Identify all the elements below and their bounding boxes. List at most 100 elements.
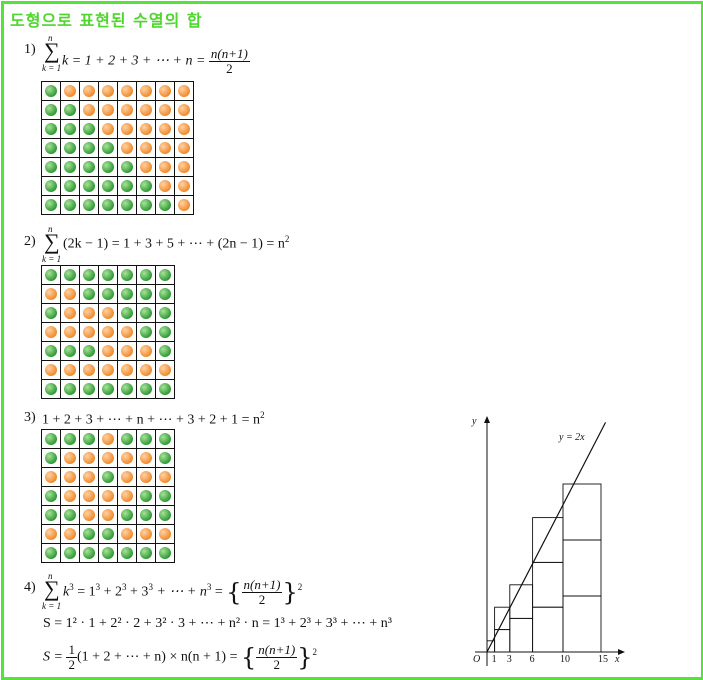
orange-ball [121, 364, 133, 376]
green-ball [64, 383, 76, 395]
x-tick-label: 15 [598, 654, 608, 665]
green-ball [45, 180, 57, 192]
orange-ball [64, 288, 76, 300]
green-ball [83, 199, 95, 211]
orange-ball [45, 288, 57, 300]
ball-grid-3 [41, 429, 175, 563]
orange-ball [83, 452, 95, 464]
green-ball [45, 433, 57, 445]
orange-ball [102, 326, 114, 338]
column-box [562, 483, 602, 541]
section4-s: S = [43, 649, 63, 665]
green-ball [102, 471, 114, 483]
orange-ball [102, 345, 114, 357]
orange-ball [45, 471, 57, 483]
green-ball [83, 142, 95, 154]
section4-t3: + 3 [126, 584, 149, 600]
x-axis-arrow [618, 649, 625, 655]
green-ball [121, 547, 133, 559]
green-ball [140, 180, 152, 192]
orange-ball [64, 452, 76, 464]
orange-ball [178, 180, 190, 192]
green-ball [140, 547, 152, 559]
green-ball [140, 199, 152, 211]
green-ball [64, 161, 76, 173]
orange-ball [140, 345, 152, 357]
page-title: 도형으로 표현된 수열의 합 [10, 11, 203, 30]
green-ball [64, 345, 76, 357]
section2-sigma-bottom: k = 1 [42, 254, 62, 264]
section4-sigma: ∑ [44, 576, 60, 601]
green-ball [45, 452, 57, 464]
column-box [562, 595, 602, 653]
green-ball [83, 180, 95, 192]
ball-grid-2 [41, 265, 175, 399]
orange-ball [159, 123, 171, 135]
section4-frac-den: 2 [258, 592, 266, 607]
section4-line2: S = 1² · 1 + 2² · 2 + 3² · 3 + ⋯ + n² · … [43, 616, 392, 631]
origin-label: O [473, 654, 480, 665]
green-ball [159, 547, 171, 559]
orange-ball [64, 490, 76, 502]
orange-ball [64, 528, 76, 540]
section2-sigma: ∑ [44, 229, 60, 254]
section4-number: 4) [24, 580, 36, 595]
green-ball [159, 490, 171, 502]
green-ball [45, 104, 57, 116]
green-ball [64, 142, 76, 154]
green-ball [159, 452, 171, 464]
green-ball [121, 269, 133, 281]
green-ball [83, 383, 95, 395]
orange-ball [83, 509, 95, 521]
orange-ball [83, 307, 95, 319]
green-ball [140, 326, 152, 338]
left-brace-2: { [240, 643, 257, 672]
green-ball [83, 433, 95, 445]
section4-sigma-top: n [48, 571, 53, 581]
orange-ball [102, 490, 114, 502]
section4-t4: + ⋯ + n [152, 584, 207, 600]
green-ball [140, 509, 152, 521]
green-ball [159, 326, 171, 338]
section2-formula: (2k − 1) = 1 + 3 + 5 + ⋯ + (2n − 1) = n2 [63, 234, 289, 253]
green-ball [159, 288, 171, 300]
orange-ball [102, 509, 114, 521]
section3-formula: 1 + 2 + 3 + ⋯ + n + ⋯ + 3 + 2 + 1 = n2 [42, 410, 265, 429]
x-axis-label: x [614, 654, 620, 665]
section1-number: 1) [24, 42, 36, 57]
green-ball [102, 547, 114, 559]
orange-ball [140, 528, 152, 540]
orange-ball [178, 85, 190, 97]
orange-ball [64, 85, 76, 97]
green-ball [64, 123, 76, 135]
green-ball [83, 528, 95, 540]
green-ball [102, 199, 114, 211]
green-ball [83, 547, 95, 559]
orange-ball [121, 123, 133, 135]
section1-expr: k = 1 + 2 + 3 + ⋯ + n = [62, 53, 206, 69]
orange-ball [121, 326, 133, 338]
line-y-2x [486, 422, 607, 653]
y-axis-label: y [471, 416, 477, 427]
orange-ball [45, 364, 57, 376]
orange-ball [159, 528, 171, 540]
orange-ball [45, 528, 57, 540]
orange-ball [178, 161, 190, 173]
orange-ball [83, 104, 95, 116]
orange-ball [102, 433, 114, 445]
orange-ball [121, 471, 133, 483]
orange-ball [140, 123, 152, 135]
column-box [494, 606, 511, 631]
green-ball [140, 307, 152, 319]
orange-ball [102, 307, 114, 319]
section2-expr: (2k − 1) = 1 + 3 + 5 + ⋯ + (2n − 1) = n [63, 236, 285, 252]
x-tick-label: 1 [492, 654, 497, 665]
green-ball [102, 269, 114, 281]
orange-ball [121, 104, 133, 116]
green-ball [159, 345, 171, 357]
green-ball [45, 123, 57, 135]
green-ball [45, 509, 57, 521]
orange-ball [140, 364, 152, 376]
orange-ball [159, 161, 171, 173]
section1-sigma: ∑ [44, 38, 60, 63]
